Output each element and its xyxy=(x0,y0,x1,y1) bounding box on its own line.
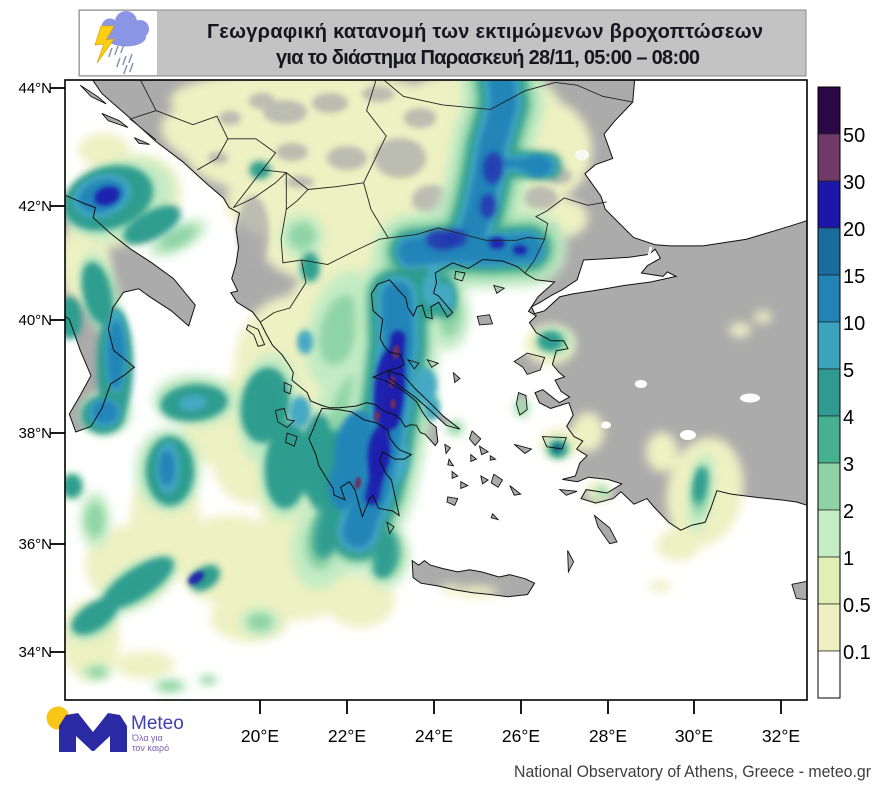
svg-text:36°N: 36°N xyxy=(18,536,52,553)
svg-text:50: 50 xyxy=(843,125,865,147)
svg-text:1: 1 xyxy=(843,548,854,570)
svg-text:26°E: 26°E xyxy=(502,726,540,746)
svg-text:44°N: 44°N xyxy=(18,80,52,97)
svg-text:3: 3 xyxy=(843,454,854,476)
svg-text:30°E: 30°E xyxy=(675,726,713,746)
svg-text:τον καιρό: τον καιρό xyxy=(132,743,169,753)
svg-text:22°E: 22°E xyxy=(328,726,366,746)
svg-text:10: 10 xyxy=(843,313,865,335)
svg-text:2: 2 xyxy=(843,501,854,523)
svg-text:15: 15 xyxy=(843,266,865,288)
svg-text:Meteo: Meteo xyxy=(131,713,184,734)
svg-text:30: 30 xyxy=(843,172,865,194)
svg-text:National Observatory of Athens: National Observatory of Athens, Greece -… xyxy=(514,763,871,781)
svg-text:28°E: 28°E xyxy=(589,726,627,746)
svg-text:32°E: 32°E xyxy=(762,726,800,746)
svg-text:38°N: 38°N xyxy=(18,425,52,442)
svg-text:34°N: 34°N xyxy=(18,644,52,661)
svg-text:Γεωγραφική κατανομή των εκτιμώ: Γεωγραφική κατανομή των εκτιμώμενων βροχ… xyxy=(207,21,763,43)
svg-text:24°E: 24°E xyxy=(415,726,453,746)
svg-text:0.1: 0.1 xyxy=(843,642,871,664)
svg-text:42°N: 42°N xyxy=(18,198,52,215)
svg-text:20°E: 20°E xyxy=(241,726,279,746)
svg-text:5: 5 xyxy=(843,360,854,382)
svg-text:για το διάστημα Παρασκευή 28/1: για το διάστημα Παρασκευή 28/11, 05:00 –… xyxy=(276,47,700,69)
svg-text:Όλα για: Όλα για xyxy=(131,733,163,743)
svg-text:40°N: 40°N xyxy=(18,312,52,329)
svg-text:0.5: 0.5 xyxy=(843,595,871,617)
svg-text:20: 20 xyxy=(843,219,865,241)
svg-text:4: 4 xyxy=(843,407,854,429)
